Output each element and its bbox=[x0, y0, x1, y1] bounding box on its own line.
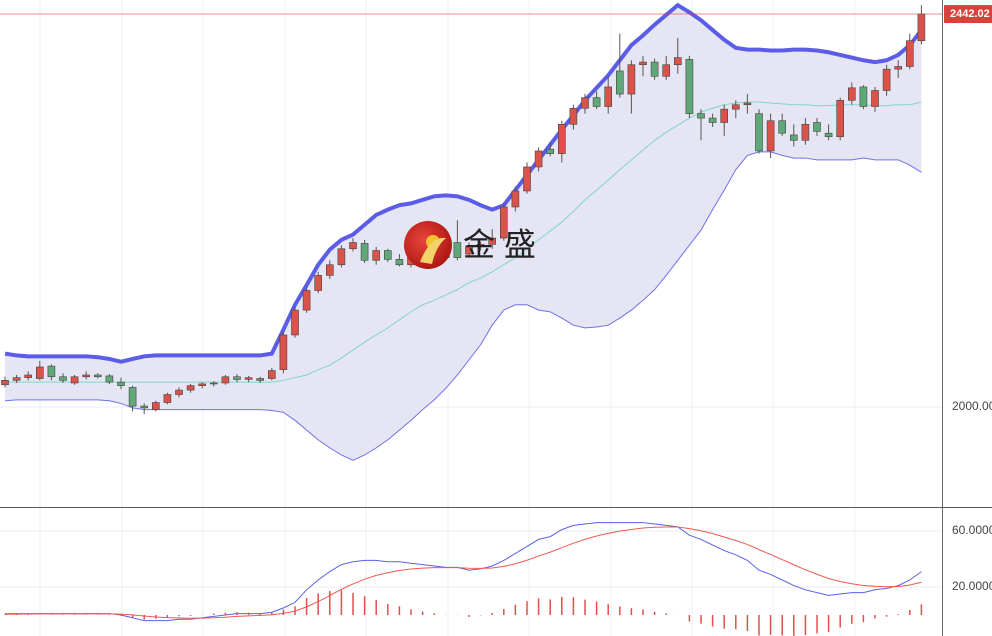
candle-body bbox=[650, 61, 659, 77]
axis-background bbox=[942, 0, 992, 636]
candle-body bbox=[662, 64, 671, 77]
candle-body bbox=[82, 374, 90, 378]
candle-body bbox=[256, 378, 265, 381]
candle-body bbox=[372, 250, 381, 261]
candle-body bbox=[476, 243, 485, 247]
candle-body bbox=[639, 61, 647, 66]
candle-body bbox=[592, 97, 601, 107]
candle-body bbox=[267, 370, 276, 379]
candle-body bbox=[789, 134, 798, 141]
candle-body bbox=[813, 122, 821, 132]
candle-body bbox=[546, 148, 555, 154]
candle-body bbox=[360, 243, 369, 261]
candle-body bbox=[627, 64, 636, 95]
candle-body bbox=[175, 389, 183, 395]
candle-body bbox=[383, 250, 392, 260]
candle-body bbox=[117, 381, 125, 386]
candle-body bbox=[499, 206, 508, 239]
candle-body bbox=[1, 380, 9, 386]
candle-body bbox=[743, 102, 752, 106]
candle-body bbox=[755, 113, 763, 152]
candle-body bbox=[59, 376, 67, 381]
candle-body bbox=[279, 334, 288, 370]
band-fill bbox=[5, 5, 922, 461]
candle-body bbox=[731, 104, 740, 110]
candle-body bbox=[47, 365, 56, 378]
candle-body bbox=[325, 264, 334, 276]
candle-body bbox=[534, 150, 543, 168]
candle-body bbox=[314, 275, 323, 291]
candle-body bbox=[581, 97, 589, 109]
watermark-logo bbox=[404, 221, 452, 269]
candle-body bbox=[488, 237, 497, 245]
candle-body bbox=[511, 190, 520, 208]
candle-body bbox=[871, 90, 879, 107]
candle-body bbox=[894, 66, 903, 70]
indicator-line bbox=[4, 526, 922, 619]
candle-body bbox=[905, 40, 914, 67]
plot-layer bbox=[0, 2, 942, 636]
candle-body bbox=[105, 375, 114, 383]
candle-body bbox=[569, 107, 578, 125]
logo-swoosh bbox=[420, 237, 446, 264]
indicator-line bbox=[5, 522, 922, 622]
candle-body bbox=[395, 259, 404, 266]
last-price-box bbox=[944, 5, 992, 24]
y-tick-label: 20.0000 bbox=[952, 579, 992, 593]
candle-body bbox=[152, 402, 160, 410]
candle-body bbox=[337, 248, 346, 266]
candle-body bbox=[349, 242, 357, 250]
candle-body bbox=[291, 309, 299, 336]
candle-body bbox=[35, 366, 44, 379]
candle-body bbox=[882, 68, 891, 91]
candle-body bbox=[615, 70, 624, 95]
candle-body bbox=[244, 377, 253, 380]
candle-body bbox=[163, 394, 172, 403]
candle-body bbox=[685, 59, 694, 114]
candle-body bbox=[778, 120, 787, 134]
band-line bbox=[4, 2, 923, 364]
candle-body bbox=[859, 86, 868, 107]
candle-body bbox=[720, 108, 729, 123]
candle-body bbox=[210, 382, 218, 385]
candle-body bbox=[12, 377, 21, 381]
band-line bbox=[5, 101, 922, 383]
candle-body bbox=[70, 376, 79, 384]
candle-body bbox=[708, 117, 717, 123]
candle-body bbox=[766, 120, 775, 152]
candle-body bbox=[465, 245, 473, 255]
candle-body bbox=[847, 87, 856, 101]
candle-body bbox=[302, 290, 311, 311]
axis-layer: 2000.00 2442.02 60.0000 20.0000 bbox=[944, 5, 992, 593]
candle-body bbox=[453, 242, 462, 258]
candle-body bbox=[824, 132, 833, 138]
candle-body bbox=[198, 383, 206, 386]
candle-body bbox=[24, 374, 33, 378]
candle-body bbox=[523, 166, 531, 192]
candle-body bbox=[917, 13, 926, 42]
candle-body bbox=[801, 123, 810, 141]
y-tick-label: 2000.00 bbox=[952, 399, 992, 413]
candle-body bbox=[697, 113, 705, 119]
candle-body bbox=[140, 405, 148, 409]
candle-body bbox=[557, 123, 566, 154]
y-tick-label: 60.0000 bbox=[952, 523, 992, 537]
candle-body bbox=[94, 374, 102, 378]
candle-body bbox=[604, 86, 613, 107]
candle-body bbox=[836, 99, 845, 138]
candle-body bbox=[128, 387, 137, 407]
candle-body bbox=[186, 385, 195, 391]
watermark-text: 金 盛 bbox=[463, 226, 536, 262]
last-price-label: 2442.02 bbox=[950, 8, 990, 20]
candle-body bbox=[221, 376, 230, 384]
candle-body bbox=[233, 376, 241, 380]
candle-body bbox=[673, 57, 682, 66]
